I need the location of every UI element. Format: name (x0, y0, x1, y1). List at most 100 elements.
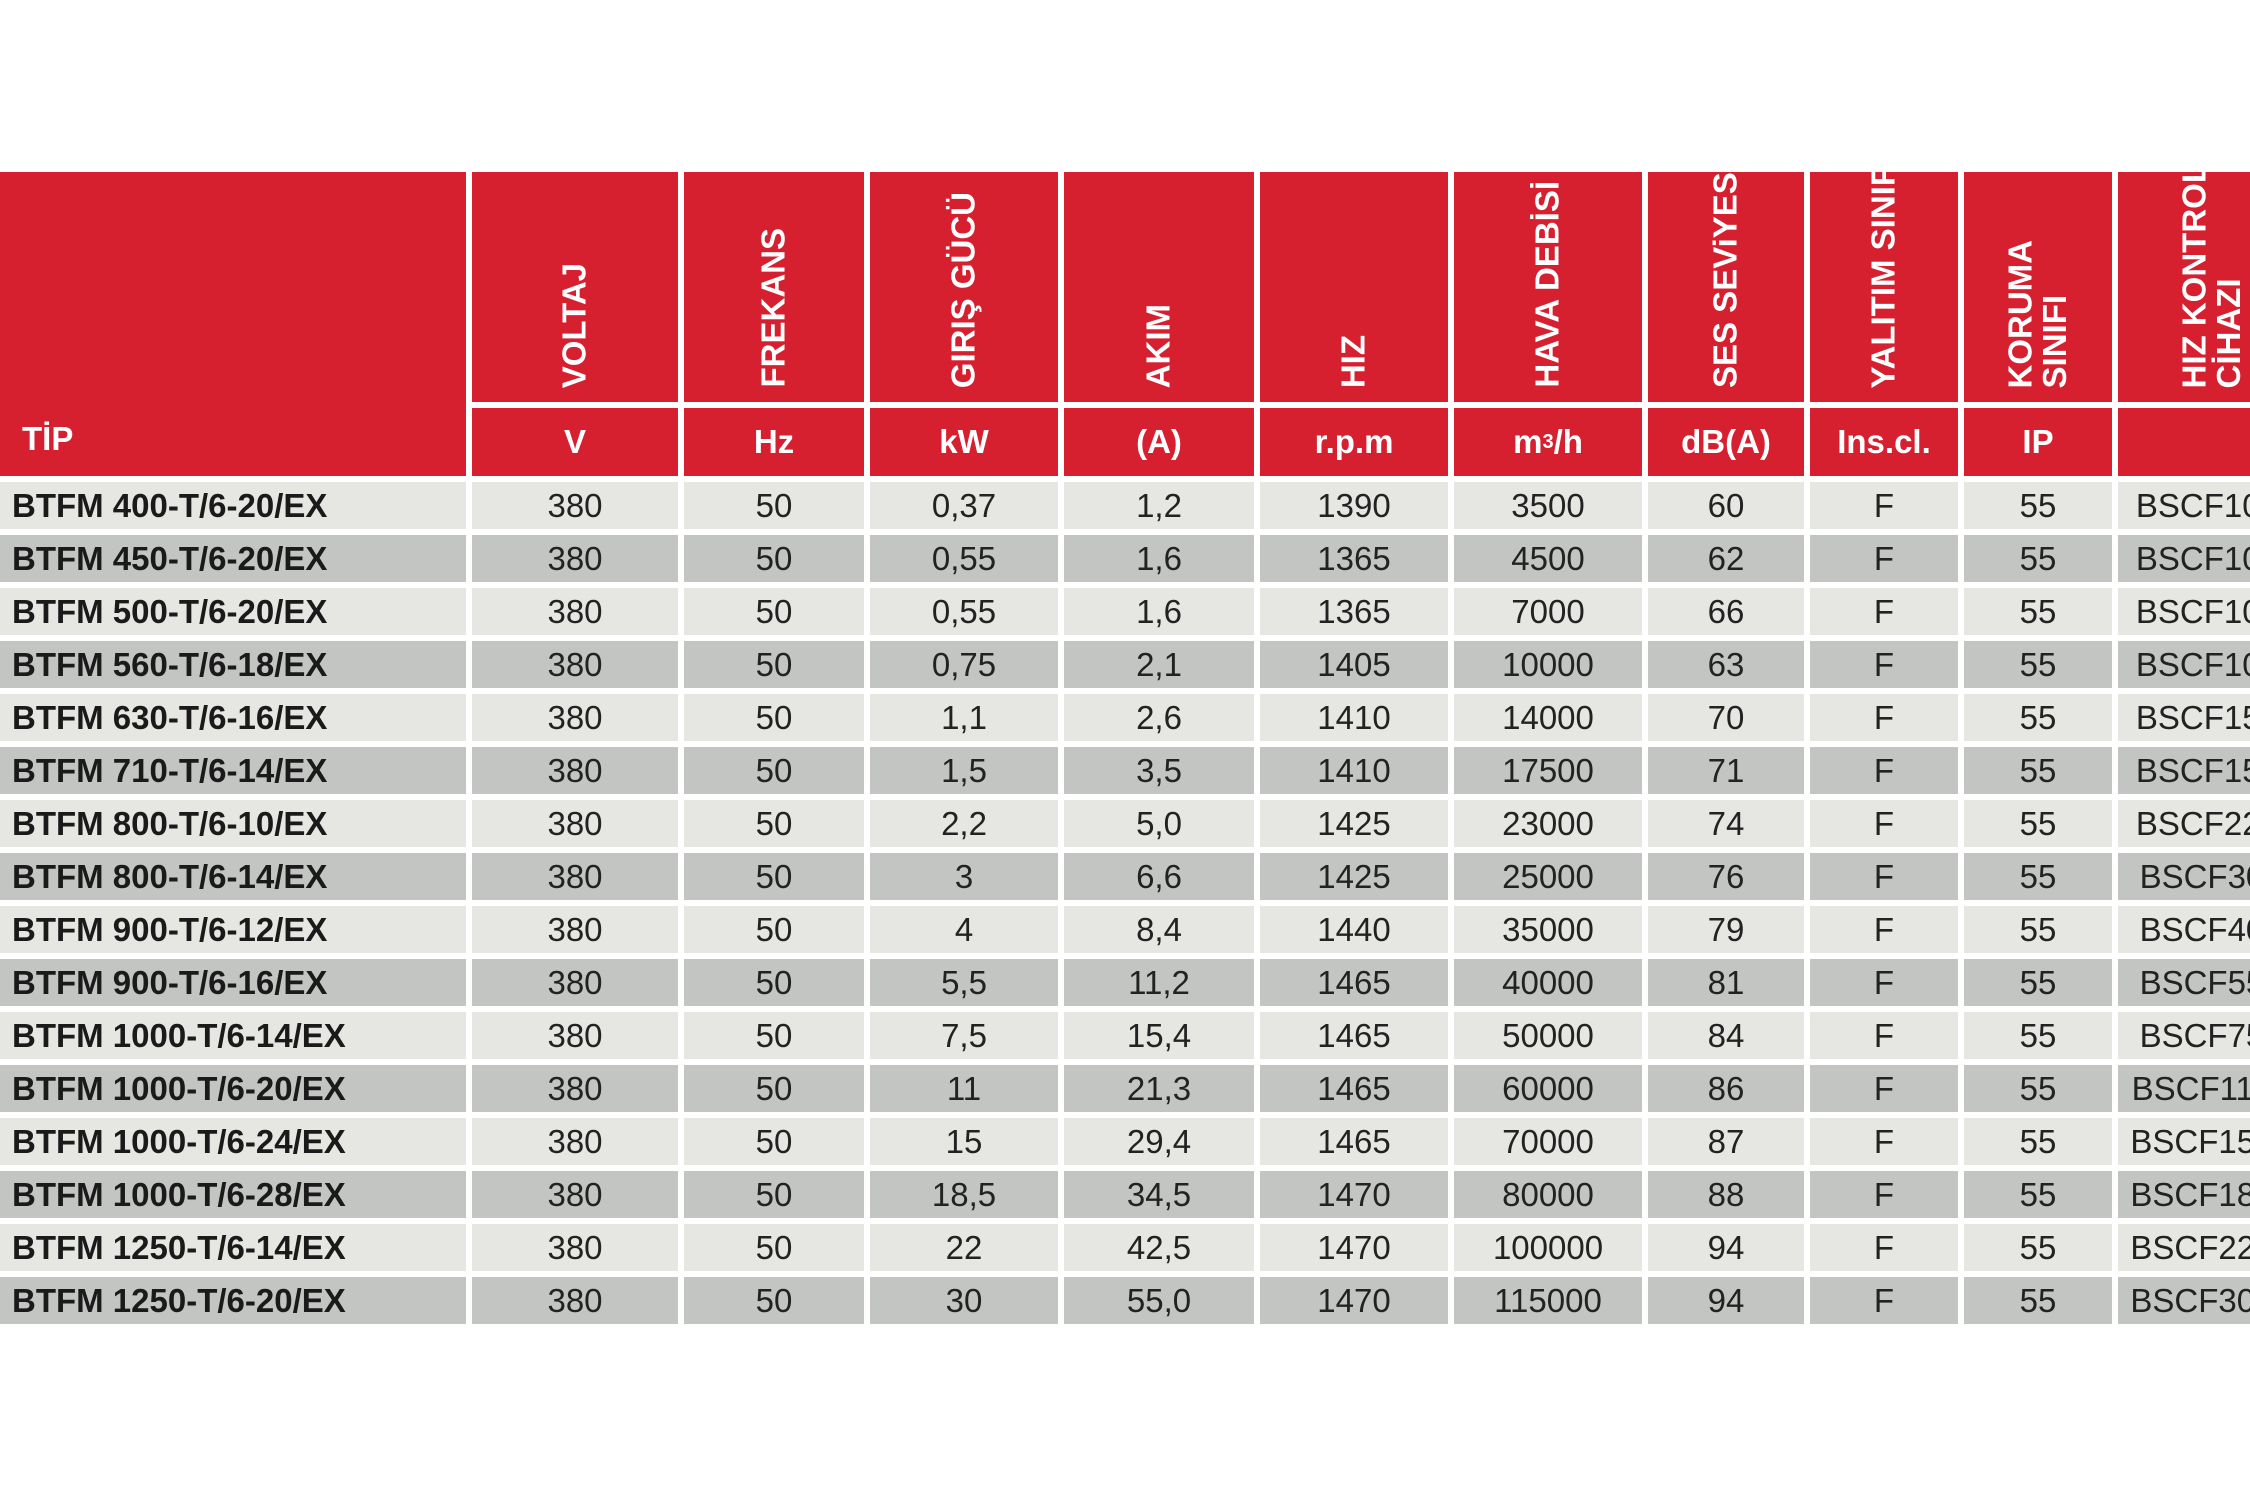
table-cell: 88 (1648, 1171, 1804, 1218)
table-cell: BSCF150T (2118, 1118, 2250, 1165)
table-cell: 55 (1964, 906, 2112, 953)
column-title: GIRIŞ GÜCÜ (944, 191, 982, 388)
table-cell: F (1810, 694, 1958, 741)
column-unit (2118, 408, 2250, 476)
table-cell: 380 (472, 694, 678, 741)
table-cell: 50 (684, 906, 864, 953)
table-cell: 6,6 (1064, 853, 1254, 900)
table-cell: 1470 (1260, 1277, 1448, 1324)
table-cell: 80000 (1454, 1171, 1642, 1218)
table-cell: BSCF40T (2118, 906, 2250, 953)
table-cell: 55 (1964, 535, 2112, 582)
table-cell: 11,2 (1064, 959, 1254, 1006)
table-cell: F (1810, 1012, 1958, 1059)
table-cell: 55 (1964, 482, 2112, 529)
table-cell: 84 (1648, 1012, 1804, 1059)
table-cell: 1440 (1260, 906, 1448, 953)
table-cell: 380 (472, 1012, 678, 1059)
table-cell: 55 (1964, 1065, 2112, 1112)
column-title: FREKANS (754, 228, 792, 388)
table-cell: 2,2 (870, 800, 1058, 847)
table-cell: 1465 (1260, 1012, 1448, 1059)
table-cell: 40000 (1454, 959, 1642, 1006)
table-cell: 4 (870, 906, 1058, 953)
table-row-type: BTFM 1250-T/6-14/EX (0, 1224, 466, 1271)
table-cell: 55 (1964, 694, 2112, 741)
column-unit: Hz (684, 408, 864, 476)
table-cell: F (1810, 588, 1958, 635)
table-cell: 50 (684, 535, 864, 582)
table-cell: F (1810, 1277, 1958, 1324)
table-cell: 55 (1964, 588, 2112, 635)
table-cell: 55 (1964, 1277, 2112, 1324)
table-cell: 94 (1648, 1277, 1804, 1324)
table-row-type: BTFM 900-T/6-16/EX (0, 959, 466, 1006)
table-cell: F (1810, 1171, 1958, 1218)
table-cell: BSCF15M (2118, 694, 2250, 741)
table-cell: F (1810, 482, 1958, 529)
table-cell: 1,1 (870, 694, 1058, 741)
table-cell: 1390 (1260, 482, 1448, 529)
table-row-type: BTFM 1000-T/6-20/EX (0, 1065, 466, 1112)
table-cell: 380 (472, 641, 678, 688)
table-cell: F (1810, 535, 1958, 582)
table-cell: 22 (870, 1224, 1058, 1271)
table-cell: 14000 (1454, 694, 1642, 741)
table-cell: 94 (1648, 1224, 1804, 1271)
table-cell: F (1810, 853, 1958, 900)
table-cell: 1425 (1260, 800, 1448, 847)
column-title: HIZ (1334, 334, 1372, 388)
table-cell: BSCF180T (2118, 1171, 2250, 1218)
table-cell: 380 (472, 588, 678, 635)
table-row-type: BTFM 710-T/6-14/EX (0, 747, 466, 794)
table-cell: 1465 (1260, 959, 1448, 1006)
tip-header: TİP (0, 172, 466, 476)
table-cell: F (1810, 641, 1958, 688)
table-cell: 50 (684, 1171, 864, 1218)
column-unit: kW (870, 408, 1058, 476)
column-title: AKIM (1139, 303, 1177, 388)
table-cell: 55 (1964, 1171, 2112, 1218)
table-row-type: BTFM 1000-T/6-24/EX (0, 1118, 466, 1165)
table-cell: BSCF30T (2118, 853, 2250, 900)
column-unit: dB(A) (1648, 408, 1804, 476)
table-row-type: BTFM 900-T/6-12/EX (0, 906, 466, 953)
table-cell: 2,1 (1064, 641, 1254, 688)
column-title-cell: VOLTAJ (472, 172, 678, 402)
table-cell: 4500 (1454, 535, 1642, 582)
table-cell: 1,2 (1064, 482, 1254, 529)
table-cell: 1465 (1260, 1065, 1448, 1112)
table-row-type: BTFM 1000-T/6-14/EX (0, 1012, 466, 1059)
table-cell: 7000 (1454, 588, 1642, 635)
table-cell: 55,0 (1064, 1277, 1254, 1324)
table-cell: F (1810, 959, 1958, 1006)
table-cell: 380 (472, 1224, 678, 1271)
table-cell: 1405 (1260, 641, 1448, 688)
table-cell: 50 (684, 853, 864, 900)
table-cell: 1,6 (1064, 535, 1254, 582)
table-cell: 50 (684, 1065, 864, 1112)
table-cell: 50 (684, 959, 864, 1006)
table-cell: 11 (870, 1065, 1058, 1112)
table-cell: 50 (684, 747, 864, 794)
table-cell: 1,6 (1064, 588, 1254, 635)
table-cell: 380 (472, 1065, 678, 1112)
table-cell: BSCF15M (2118, 747, 2250, 794)
table-row-type: BTFM 630-T/6-16/EX (0, 694, 466, 741)
column-title: HIZ KONTROL CİHAZI (2175, 172, 2247, 388)
column-title-cell: GIRIŞ GÜCÜ (870, 172, 1058, 402)
fan-spec-table: TİP VOLTAJ FREKANS GIRIŞ GÜCÜ AKIM HIZ HAVA D… (0, 172, 2250, 1324)
table-cell: 25000 (1454, 853, 1642, 900)
table-cell: 87 (1648, 1118, 1804, 1165)
table-cell: 55 (1964, 1012, 2112, 1059)
table-row-type: BTFM 500-T/6-20/EX (0, 588, 466, 635)
column-unit: m 3/h (1454, 408, 1642, 476)
table-cell: 35000 (1454, 906, 1642, 953)
column-title: HAVA DEBİSİ (1528, 181, 1566, 388)
table-cell: 380 (472, 1171, 678, 1218)
table-cell: 60 (1648, 482, 1804, 529)
table-cell: 380 (472, 482, 678, 529)
table-cell: 1410 (1260, 747, 1448, 794)
table-cell: 63 (1648, 641, 1804, 688)
table-cell: 2,6 (1064, 694, 1254, 741)
